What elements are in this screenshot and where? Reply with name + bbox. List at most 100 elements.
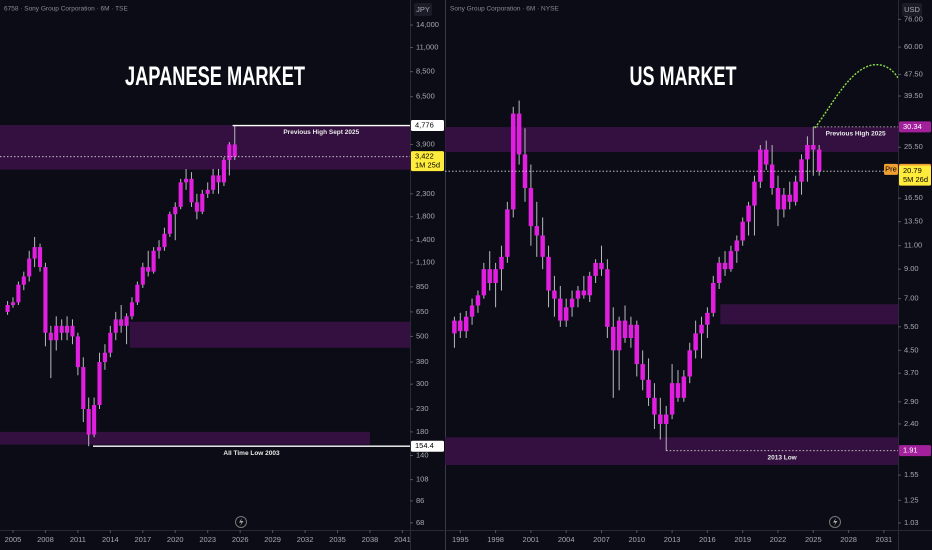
- axes: 14,000 11,000 8,500 6,500 3,900 2,300 1,800 1,4…: [410, 20, 444, 527]
- x-tick-label: 2011: [70, 535, 86, 544]
- x-tick-label: 2035: [329, 535, 346, 544]
- price-tag: [899, 165, 931, 186]
- x-tick-label: 2016: [699, 535, 716, 544]
- y-tick-label: 4.50: [904, 345, 919, 354]
- y-tick-label: 14,000: [416, 20, 439, 29]
- candle-body: [575, 290, 581, 299]
- candle-body: [452, 320, 457, 334]
- price-tag: [411, 440, 444, 452]
- candle-body: [622, 320, 628, 339]
- y-tick-label: 3,900: [416, 139, 435, 148]
- candle-body: [475, 295, 481, 306]
- candle-body: [740, 221, 745, 241]
- candle-body: [43, 267, 48, 333]
- y-tick-label: 180: [416, 427, 429, 436]
- candle-body: [816, 149, 822, 172]
- x-tick-label: 2005: [5, 535, 22, 544]
- candle-body: [97, 362, 102, 406]
- x-tick-label: 2001: [523, 535, 540, 544]
- candle-body: [552, 290, 557, 299]
- candle-body: [216, 175, 221, 183]
- candle-body: [658, 414, 663, 424]
- symbol-header: 6758 · Sony Group Corporation · 6M · TSE: [4, 6, 128, 13]
- x-tick-label: 2014: [102, 535, 119, 544]
- candle-body: [752, 181, 757, 206]
- y-tick-label: 11,000: [416, 43, 438, 52]
- candle-body: [728, 251, 734, 270]
- y-tick-label: 11.00: [904, 241, 922, 250]
- y-tick-label: 9.00: [904, 264, 919, 273]
- x-tick-label: 2013: [664, 535, 681, 544]
- candle-body: [640, 364, 645, 380]
- level-label: All Time Low 2003: [223, 450, 280, 457]
- x-tick-label: 2028: [840, 535, 857, 544]
- candle-body: [663, 414, 669, 424]
- candle-body: [769, 164, 775, 189]
- candle-body: [811, 144, 816, 150]
- y-tick-label: 140: [416, 450, 429, 459]
- candle-body: [734, 240, 740, 252]
- y-tick-label: 230: [416, 404, 429, 413]
- replay-icon[interactable]: [235, 516, 247, 528]
- currency: USD: [904, 5, 920, 14]
- price-tag-label: 154.4: [415, 441, 434, 450]
- candle-body: [775, 188, 781, 210]
- candle-body: [5, 304, 10, 312]
- candle-body: [705, 312, 710, 325]
- candle-body: [108, 332, 113, 353]
- candle-body: [587, 275, 592, 296]
- candle-body: [581, 290, 587, 296]
- candle-body: [227, 144, 232, 161]
- candle-body: [722, 262, 728, 270]
- candle-body: [184, 178, 189, 183]
- y-tick-label: 39.50: [904, 91, 923, 100]
- candle-body: [787, 194, 792, 202]
- price-tag: [411, 120, 444, 132]
- candle-body: [546, 256, 551, 291]
- candle-body: [140, 267, 145, 285]
- x-tick-label: 2007: [593, 535, 610, 544]
- replay-icon[interactable]: [829, 516, 841, 528]
- candle-body: [21, 276, 26, 285]
- time-axis: 1995 1998 2001 2004 2007 2010 2013 2016 2019 2022…: [452, 530, 892, 544]
- candle-body: [605, 269, 610, 327]
- candle-body: [558, 298, 563, 321]
- price-tag-label: 20.79: [903, 166, 922, 175]
- candle-body: [675, 383, 681, 398]
- candle-body: [616, 320, 622, 351]
- x-tick-label: 2017: [134, 535, 151, 544]
- plot-area: Previous High Sept 2025 All Time Low 2003: [0, 124, 410, 457]
- candle-body: [146, 267, 151, 272]
- candle-body: [540, 235, 545, 257]
- level-label: Previous High Sept 2025: [283, 129, 359, 136]
- y-tick-label: 13.50: [904, 217, 923, 226]
- x-tick-label: 2029: [264, 535, 281, 544]
- candle-body: [499, 256, 504, 270]
- candle-body: [113, 319, 118, 333]
- candle-body: [646, 379, 651, 398]
- currency: JPY: [416, 5, 430, 14]
- candle-body: [102, 352, 107, 363]
- y-tick-label: 5.50: [904, 322, 919, 331]
- plot-area: Previous High 2025 2013 Low: [445, 63, 898, 466]
- candle-body: [129, 302, 135, 317]
- candle-body: [167, 214, 172, 234]
- x-tick-label: 1995: [452, 535, 469, 544]
- candle-body: [48, 332, 53, 341]
- candle-body: [81, 367, 86, 409]
- candle-body: [469, 305, 475, 317]
- candle-body: [487, 269, 492, 283]
- candle-body: [32, 247, 37, 259]
- candle-body: [763, 149, 769, 165]
- x-tick-label: 2010: [628, 535, 645, 544]
- candle-body: [86, 408, 91, 435]
- price-tag: [899, 121, 931, 133]
- y-tick-label: 25.50: [904, 142, 923, 151]
- y-tick-label: 8,500: [416, 67, 435, 76]
- candle-body: [211, 175, 216, 190]
- candle-body: [505, 209, 510, 257]
- session-label: Pre: [885, 164, 897, 173]
- zone: [445, 437, 898, 466]
- symbol-header: Sony Group Corporation · 6M · NYSE: [450, 6, 559, 13]
- y-tick-label: 500: [416, 331, 429, 340]
